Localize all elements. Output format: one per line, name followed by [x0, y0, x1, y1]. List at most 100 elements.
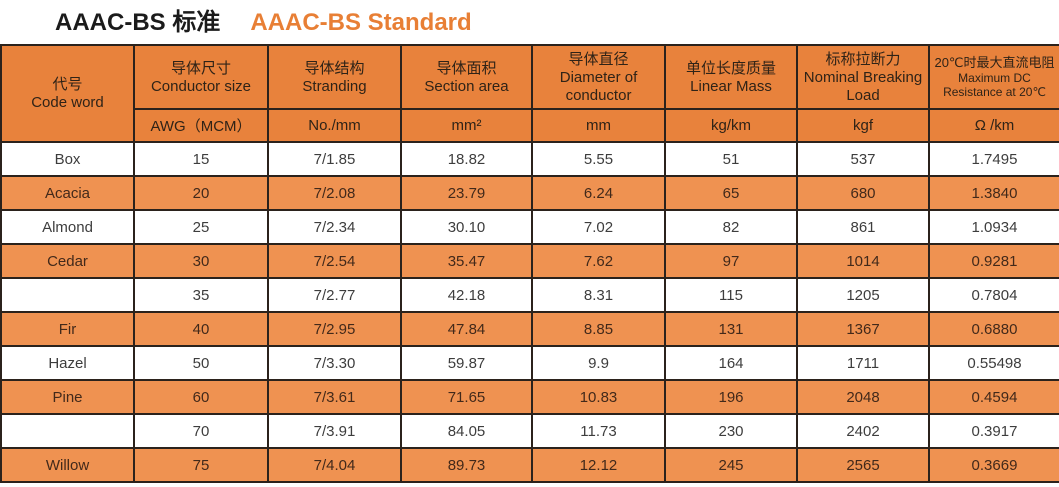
col-header-en: Section area: [424, 77, 509, 95]
cell-diameter: 8.85: [531, 311, 666, 347]
unit-conductor-size: AWG（MCM）: [133, 108, 269, 143]
cell-section-area: 71.65: [400, 379, 533, 415]
cell-stranding: 7/2.54: [267, 243, 402, 279]
cell-section-area: 89.73: [400, 447, 533, 483]
cell-resistance: 0.3917: [928, 413, 1059, 449]
col-header-en: Stranding: [302, 77, 367, 95]
col-header-cn: 导体直径: [568, 50, 629, 68]
col-header-section-area: 导体面积 Section area: [400, 44, 533, 110]
col-header-en: Maximum DC Resistance at 20℃: [943, 71, 1046, 99]
cell-section-area: 47.84: [400, 311, 533, 347]
cell-code-word: Willow: [0, 447, 135, 483]
cell-code-word: Almond: [0, 209, 135, 245]
cell-resistance: 1.7495: [928, 141, 1059, 177]
unit-section-area: mm²: [400, 108, 533, 143]
col-header-code-word: 代号 Code word: [0, 44, 135, 143]
cell-resistance: 0.7804: [928, 277, 1059, 313]
cell-stranding: 7/2.77: [267, 277, 402, 313]
table-body: Box 15 7/1.85 18.82 5.55 51 537 1.7495 Acacia 20 7…: [0, 141, 1059, 483]
cell-breaking-load: 861: [796, 209, 930, 245]
cell-resistance: 1.3840: [928, 175, 1059, 211]
cell-diameter: 8.31: [531, 277, 666, 313]
cell-code-word: Acacia: [0, 175, 135, 211]
table-row: Box 15 7/1.85 18.82 5.55 51 537 1.7495: [0, 141, 1059, 177]
cell-resistance: 1.0934: [928, 209, 1059, 245]
col-header-en: Conductor size: [150, 77, 252, 95]
cell-breaking-load: 537: [796, 141, 930, 177]
cell-linear-mass: 97: [664, 243, 798, 279]
page-title: AAAC-BS 标准 AAAC-BS Standard: [55, 8, 472, 38]
header-row-units: AWG（MCM） No./mm mm² mm kg/km kgf Ω /km: [1, 108, 1059, 143]
col-header-cn: 代号: [52, 76, 83, 93]
cell-conductor-size: 70: [133, 413, 269, 449]
cell-linear-mass: 230: [664, 413, 798, 449]
col-header-conductor-size: 导体尺寸 Conductor size: [133, 44, 269, 110]
col-header-cn: 单位长度质量: [685, 59, 776, 77]
cell-section-area: 59.87: [400, 345, 533, 381]
cell-diameter: 10.83: [531, 379, 666, 415]
cell-resistance: 0.55498: [928, 345, 1059, 381]
table-row: Acacia 20 7/2.08 23.79 6.24 65 680 1.3840: [0, 175, 1059, 211]
table-row: 70 7/3.91 84.05 11.73 230 2402 0.3917: [0, 413, 1059, 449]
table-row: 35 7/2.77 42.18 8.31 115 1205 0.7804: [0, 277, 1059, 313]
cell-conductor-size: 30: [133, 243, 269, 279]
cell-conductor-size: 35: [133, 277, 269, 313]
cell-section-area: 23.79: [400, 175, 533, 211]
table-header: 代号 Code word 导体尺寸 Conductor size 导体结构 St…: [0, 44, 1059, 143]
page-title-english: AAAC-BS Standard: [250, 9, 472, 36]
cell-linear-mass: 131: [664, 311, 798, 347]
col-header-cn: 导体面积: [436, 59, 497, 77]
spec-table: 代号 Code word 导体尺寸 Conductor size 导体结构 St…: [0, 44, 1059, 483]
cell-diameter: 6.24: [531, 175, 666, 211]
unit-resistance: Ω /km: [928, 108, 1059, 143]
cell-linear-mass: 82: [664, 209, 798, 245]
cell-diameter: 7.02: [531, 209, 666, 245]
cell-breaking-load: 680: [796, 175, 930, 211]
cell-breaking-load: 1711: [796, 345, 930, 381]
cell-conductor-size: 60: [133, 379, 269, 415]
col-header-breaking-load: 标称拉断力 Nominal Breaking Load: [796, 44, 930, 110]
col-header-cn: 标称拉断力: [825, 50, 901, 68]
cell-section-area: 42.18: [400, 277, 533, 313]
cell-code-word: [0, 277, 135, 313]
col-header-cn: 20℃时最大直流电阻: [934, 55, 1055, 70]
cell-diameter: 11.73: [531, 413, 666, 449]
cell-diameter: 12.12: [531, 447, 666, 483]
table-row: Cedar 30 7/2.54 35.47 7.62 97 1014 0.9281: [0, 243, 1059, 279]
cell-code-word: Box: [0, 141, 135, 177]
cell-stranding: 7/1.85: [267, 141, 402, 177]
cell-conductor-size: 75: [133, 447, 269, 483]
cell-stranding: 7/3.30: [267, 345, 402, 381]
cell-stranding: 7/2.08: [267, 175, 402, 211]
cell-breaking-load: 2565: [796, 447, 930, 483]
cell-resistance: 0.9281: [928, 243, 1059, 279]
cell-conductor-size: 25: [133, 209, 269, 245]
cell-resistance: 0.3669: [928, 447, 1059, 483]
cell-resistance: 0.4594: [928, 379, 1059, 415]
unit-stranding: No./mm: [267, 108, 402, 143]
unit-diameter: mm: [531, 108, 666, 143]
cell-code-word: Hazel: [0, 345, 135, 381]
cell-linear-mass: 164: [664, 345, 798, 381]
cell-linear-mass: 51: [664, 141, 798, 177]
unit-breaking-load: kgf: [796, 108, 930, 143]
cell-stranding: 7/3.61: [267, 379, 402, 415]
col-header-en: Nominal Breaking Load: [803, 68, 923, 104]
cell-diameter: 5.55: [531, 141, 666, 177]
cell-conductor-size: 50: [133, 345, 269, 381]
cell-resistance: 0.6880: [928, 311, 1059, 347]
cell-stranding: 7/2.95: [267, 311, 402, 347]
cell-breaking-load: 1205: [796, 277, 930, 313]
cell-conductor-size: 20: [133, 175, 269, 211]
cell-breaking-load: 2402: [796, 413, 930, 449]
cell-linear-mass: 196: [664, 379, 798, 415]
col-header-cn: 导体结构: [304, 59, 365, 77]
cell-linear-mass: 245: [664, 447, 798, 483]
cell-section-area: 30.10: [400, 209, 533, 245]
cell-conductor-size: 40: [133, 311, 269, 347]
cell-section-area: 18.82: [400, 141, 533, 177]
col-header-diameter: 导体直径 Diameter of conductor: [531, 44, 666, 110]
cell-code-word: Fir: [0, 311, 135, 347]
cell-stranding: 7/3.91: [267, 413, 402, 449]
table-row: Willow 75 7/4.04 89.73 12.12 245 2565 0.3669: [0, 447, 1059, 483]
